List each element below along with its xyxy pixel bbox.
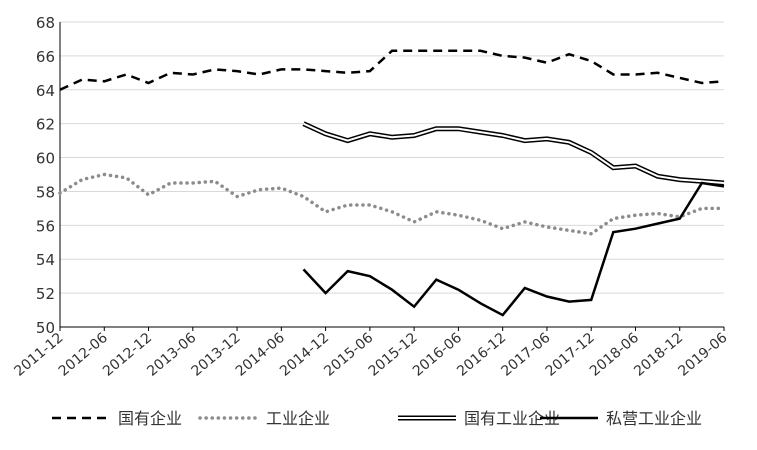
grid-layer [60,21,724,328]
legend-item-1: 国有企业 [52,409,182,428]
series-layer [58,49,726,317]
x-tick-label-2013-12: 2013-12 [189,330,244,380]
y-tick-label-66: 66 [36,48,55,66]
series-line-3 [302,121,725,186]
y-tick-label-56: 56 [36,217,55,235]
y-tick-label-62: 62 [36,116,55,134]
series-2-e5b7a5e4b89ae4bc81e4b89a [58,172,726,236]
x-tick-label-2016-12: 2016-12 [454,330,509,380]
x-tick-label-2013-06: 2013-06 [144,330,199,380]
series-line-3-inner [303,122,725,184]
y-tick-label-68: 68 [36,14,55,32]
x-tick-label-2017-12: 2017-12 [543,330,598,380]
x-tick-label-2016-06: 2016-06 [410,330,465,380]
series-1-e59bbde69c89e4bc81e4b89a [59,49,725,91]
legend-label-4: 私营工业企业 [606,409,702,428]
y-tick-label-58: 58 [36,183,55,201]
series-4-e7a781e890a5e5b7a5e4b89ae4bc81e4b89a [302,181,725,317]
legend: 国有企业 工业企业 国有工业企业 私营工业企业 [52,409,702,428]
x-tick-label-2018-06: 2018-06 [587,330,642,380]
legend-item-2: 工业企业 [198,409,330,428]
legend-item-3: 国有工业企业 [398,409,560,428]
series-3-e59bbde69c89e5b7a5e4b89ae4bc81e4b89a [302,121,725,186]
series-line-1 [59,49,725,91]
x-tick-label-2015-12: 2015-12 [366,330,421,380]
legend-item-4: 私营工业企业 [540,409,702,428]
legend-label-3: 国有工业企业 [464,409,560,428]
legend-label-1: 国有企业 [118,409,182,428]
x-tick-label-2011-12: 2011-12 [11,330,66,380]
x-tick-label-2019-06: 2019-06 [675,330,730,380]
series-line-4 [302,181,725,317]
x-tick-label-2015-06: 2015-06 [321,330,376,380]
x-tick-label-2018-12: 2018-12 [631,330,686,380]
x-tick-label-2017-06: 2017-06 [498,330,553,380]
legend-label-2: 工业企业 [266,409,330,428]
y-tick-label-50: 50 [36,319,55,337]
x-tick-label-2014-12: 2014-12 [277,330,332,380]
y-tick-label-52: 52 [36,285,55,303]
x-tick-label-2012-12: 2012-12 [100,330,155,380]
series-line-3-outer [302,121,725,186]
x-tick-label-2012-06: 2012-06 [56,330,111,380]
series-line-2 [58,172,726,236]
y-tick-label-60: 60 [36,150,55,168]
y-tick-label-54: 54 [36,251,55,269]
x-tick-label-2014-06: 2014-06 [233,330,288,380]
y-tick-label-64: 64 [36,82,55,100]
